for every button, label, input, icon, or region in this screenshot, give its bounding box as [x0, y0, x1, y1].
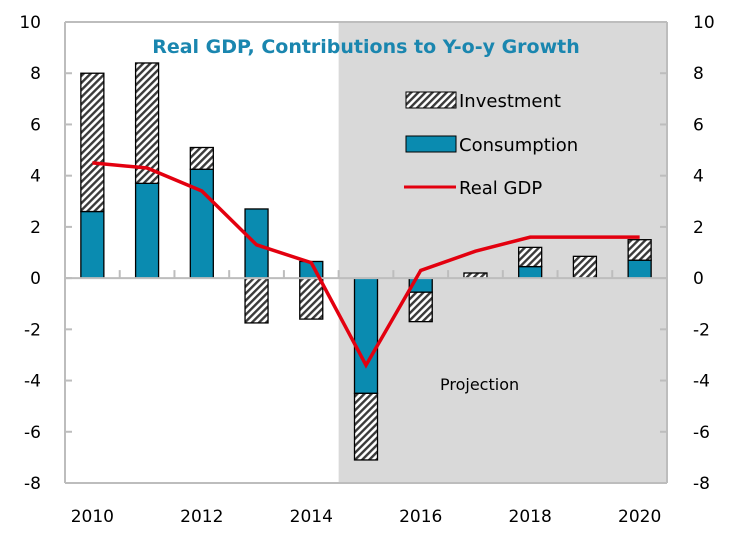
legend-swatch-investment — [405, 91, 457, 109]
bar-consumption-2015 — [353, 277, 379, 395]
projection-shade — [338, 22, 667, 483]
bar-investment-2020 — [627, 239, 652, 261]
y-tick-label-right: -6 — [693, 423, 710, 443]
y-tick-label-right: -4 — [693, 372, 710, 392]
y-tick-label-left: 0 — [30, 269, 41, 289]
bar-consumption-2010 — [80, 210, 105, 279]
legend-item-consumption: Consumption — [405, 135, 578, 156]
x-tick-label: 2012 — [180, 507, 223, 527]
y-tick-label-left: 4 — [30, 167, 41, 187]
y-tick-label-right: 4 — [693, 167, 704, 187]
bar-investment-2018 — [518, 246, 543, 268]
chart-title: Real GDP, Contributions to Y-o-y Growth — [152, 36, 580, 58]
bar-investment-2013 — [244, 277, 269, 324]
bar-consumption-2018 — [518, 265, 543, 279]
bar-investment-2019 — [572, 255, 598, 279]
projection-label: Projection — [440, 375, 519, 394]
plot-area — [65, 22, 667, 483]
x-tick-label: 2016 — [399, 507, 442, 527]
y-tick-label-left: 6 — [30, 115, 41, 135]
y-tick-label-left: 2 — [30, 218, 41, 238]
bar-investment-2016 — [408, 291, 433, 323]
legend-item-investment: Investment — [405, 91, 561, 112]
bar-investment-2012 — [189, 146, 214, 170]
y-tick-label-left: -2 — [24, 320, 41, 340]
y-tick-label-right: 6 — [693, 115, 704, 135]
bar-investment-2014 — [299, 277, 324, 320]
bar-consumption-2020 — [627, 259, 652, 279]
y-tick-label-left: -8 — [24, 474, 41, 494]
legend-label-consumption: Consumption — [459, 135, 578, 156]
legend-label-investment: Investment — [459, 91, 561, 112]
y-tick-label-left: -6 — [24, 423, 41, 443]
axes-layer: 10 10 8 8 6 6 4 4 2 2 0 0 -2 -2 -4 -4 -6 -6 -8 -8 2010 2012 20… — [19, 13, 714, 527]
bar-consumption-2011 — [134, 182, 160, 279]
x-tick-label: 2010 — [71, 507, 114, 527]
y-tick-label-right: 0 — [693, 269, 704, 289]
y-tick-label-right: 8 — [693, 64, 704, 84]
bar-investment-2010 — [80, 72, 105, 213]
gdp-line-layer — [92, 161, 640, 369]
bar-consumption-2012 — [189, 168, 214, 279]
x-tick-label: 2018 — [509, 507, 552, 527]
legend-label-real-gdp: Real GDP — [459, 178, 542, 199]
y-tick-label-right: 2 — [693, 218, 704, 238]
legend-item-real-gdp: Real GDP — [404, 178, 542, 199]
y-tick-label-right: 10 — [693, 13, 715, 33]
legend: Investment Consumption Real GDP — [404, 91, 578, 199]
y-tick-label-right: -2 — [693, 320, 710, 340]
y-tick-label-right: -8 — [693, 474, 710, 494]
y-tick-label-left: 10 — [19, 13, 41, 33]
legend-swatch-consumption — [405, 135, 457, 153]
bars-layer — [80, 62, 652, 461]
bar-investment-2015 — [353, 392, 379, 461]
y-tick-label-left: -4 — [24, 372, 41, 392]
bar-investment-2011 — [134, 62, 160, 185]
x-tick-label: 2014 — [290, 507, 333, 527]
x-tick-label: 2020 — [618, 507, 661, 527]
y-tick-label-left: 8 — [30, 64, 41, 84]
